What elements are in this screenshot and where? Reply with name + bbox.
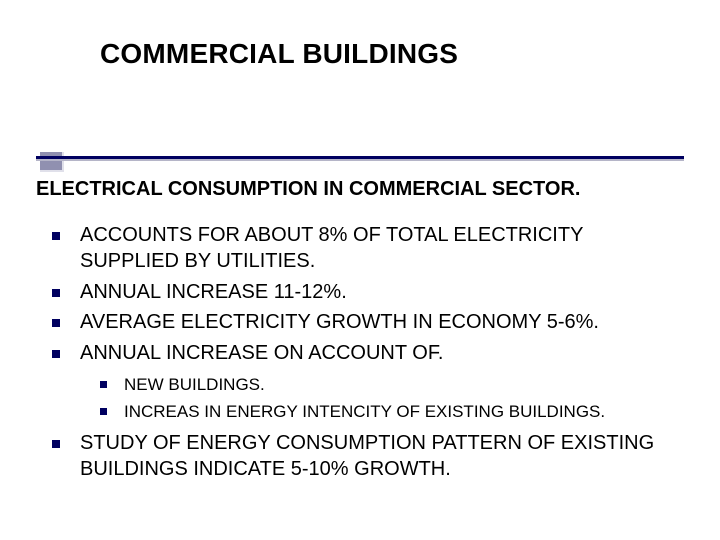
list-item: NEW BUILDINGS.	[80, 374, 684, 397]
list-item: ANNUAL INCREASE 11-12%.	[36, 279, 684, 305]
content-area: ACCOUNTS FOR ABOUT 8% OF TOTAL ELECTRICI…	[36, 222, 684, 487]
slide-title: COMMERCIAL BUILDINGS	[100, 38, 720, 70]
list-item: STUDY OF ENERGY CONSUMPTION PATTERN OF E…	[36, 430, 684, 483]
accent-box	[40, 152, 64, 172]
list-item: AVERAGE ELECTRICITY GROWTH IN ECONOMY 5-…	[36, 309, 684, 335]
bullet-text: ANNUAL INCREASE ON ACCOUNT OF.	[80, 342, 443, 364]
bullet-list: ACCOUNTS FOR ABOUT 8% OF TOTAL ELECTRICI…	[36, 222, 684, 483]
list-item: INCREAS IN ENERGY INTENCITY OF EXISTING …	[80, 401, 684, 424]
bullet-text: AVERAGE ELECTRICITY GROWTH IN ECONOMY 5-…	[80, 311, 599, 333]
bullet-text: NEW BUILDINGS.	[124, 375, 265, 394]
bullet-text: ANNUAL INCREASE 11-12%.	[80, 281, 347, 303]
list-item: ANNUAL INCREASE ON ACCOUNT OF. NEW BUILD…	[36, 340, 684, 424]
slide: COMMERCIAL BUILDINGS ELECTRICAL CONSUMPT…	[0, 0, 720, 540]
slide-subtitle: ELECTRICAL CONSUMPTION IN COMMERCIAL SEC…	[36, 178, 580, 201]
bullet-text: ACCOUNTS FOR ABOUT 8% OF TOTAL ELECTRICI…	[80, 224, 583, 272]
bullet-text: INCREAS IN ENERGY INTENCITY OF EXISTING …	[124, 402, 605, 421]
sub-bullet-list: NEW BUILDINGS. INCREAS IN ENERGY INTENCI…	[80, 374, 684, 424]
horizontal-rule-shadow	[36, 159, 684, 161]
list-item: ACCOUNTS FOR ABOUT 8% OF TOTAL ELECTRICI…	[36, 222, 684, 275]
title-wrap: COMMERCIAL BUILDINGS	[0, 0, 720, 70]
bullet-text: STUDY OF ENERGY CONSUMPTION PATTERN OF E…	[80, 432, 654, 480]
